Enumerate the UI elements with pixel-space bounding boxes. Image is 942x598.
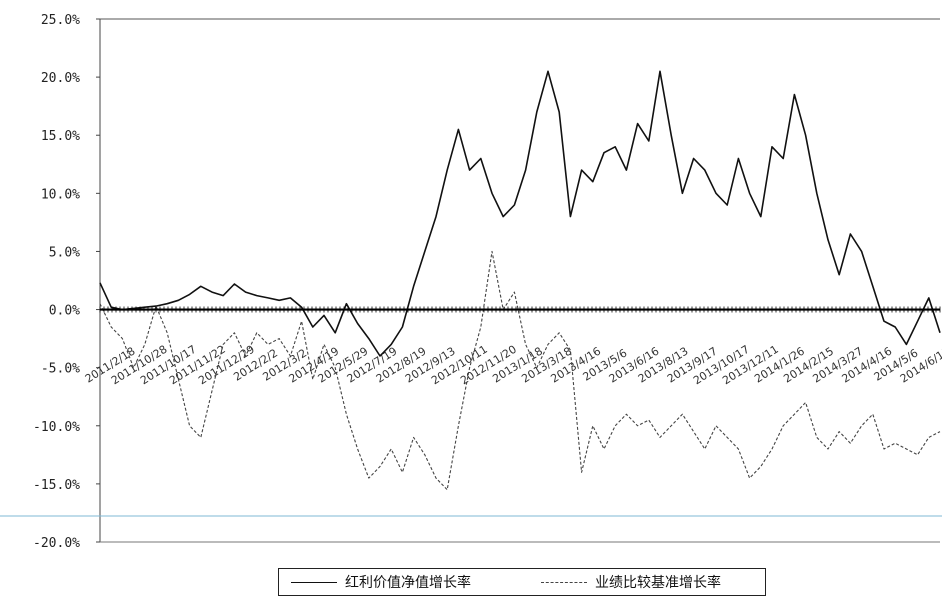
legend-swatch-dashed <box>541 582 587 583</box>
series-layer <box>99 70 941 491</box>
y-tick-label: 20.0% <box>41 71 80 86</box>
y-axis-ticks: 25.0% 20.0% 15.0% 10.0% 5.0% 0.0% -5.0% -10.0% -… <box>33 13 100 551</box>
y-tick-label: -5.0% <box>41 362 80 377</box>
legend-swatch-solid <box>291 582 337 583</box>
y-tick-label: -15.0% <box>33 478 80 493</box>
legend-label-series-1: 红利价值净值增长率 <box>345 575 471 591</box>
y-tick-label: -10.0% <box>33 420 80 435</box>
series-line-1 <box>99 70 941 357</box>
zero-baseline-ticks <box>99 306 941 313</box>
x-axis-date-ticks: 2011/2/182011/10/282011/10/172011/11/222… <box>83 343 942 388</box>
legend: 红利价值净值增长率 业绩比较基准增长率 <box>278 568 766 596</box>
y-tick-label: 10.0% <box>41 187 80 202</box>
series-line-2 <box>99 250 941 491</box>
y-tick-label: 15.0% <box>41 129 80 144</box>
y-tick-label: 5.0% <box>49 245 80 260</box>
y-tick-label: -20.0% <box>33 536 80 551</box>
y-tick-label: 25.0% <box>41 13 80 28</box>
legend-label-series-2: 业绩比较基准增长率 <box>595 575 721 591</box>
y-tick-label: 0.0% <box>49 304 80 319</box>
